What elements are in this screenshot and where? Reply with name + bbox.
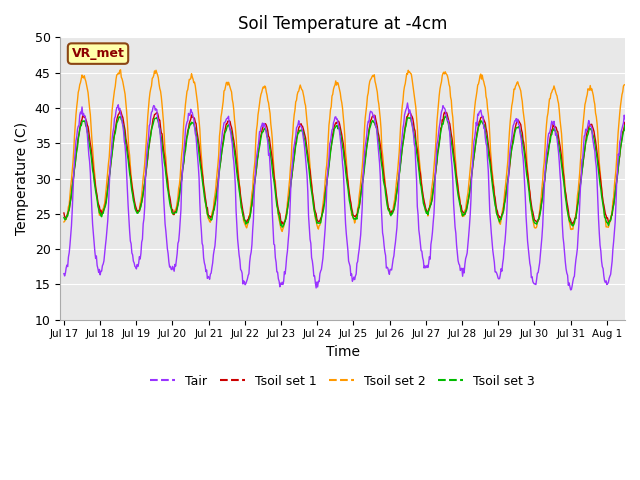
- X-axis label: Time: Time: [326, 345, 360, 359]
- Legend: Tair, Tsoil set 1, Tsoil set 2, Tsoil set 3: Tair, Tsoil set 1, Tsoil set 2, Tsoil se…: [145, 370, 540, 393]
- Y-axis label: Temperature (C): Temperature (C): [15, 122, 29, 235]
- Title: Soil Temperature at -4cm: Soil Temperature at -4cm: [238, 15, 447, 33]
- Text: VR_met: VR_met: [72, 47, 124, 60]
